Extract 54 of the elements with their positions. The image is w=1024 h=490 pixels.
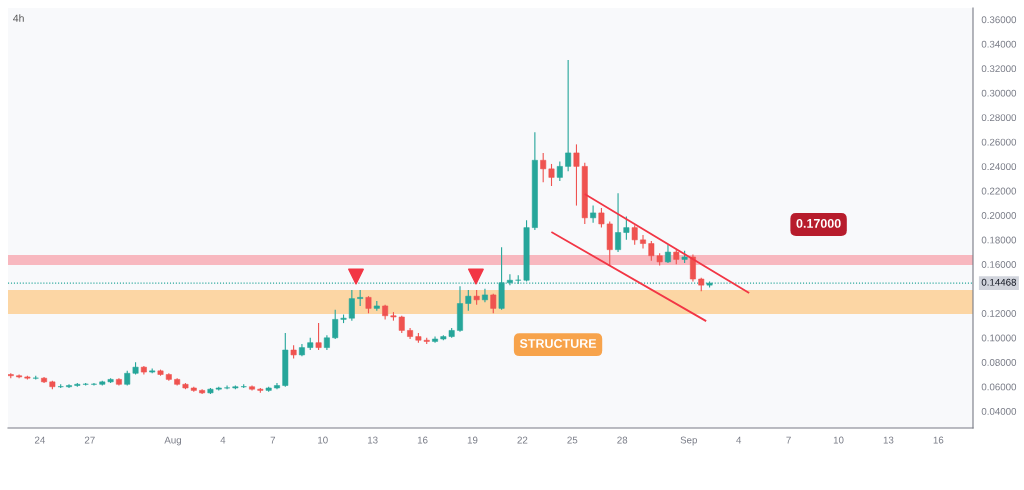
band-label: 0.17000 [796,218,841,228]
y-tick-label: 0.04000 [981,407,1017,415]
candlestick [482,288,488,303]
candlestick [315,322,322,351]
y-tick-label: 0.06000 [981,383,1017,391]
x-tick-label: 24 [34,436,46,444]
candlestick [548,163,555,187]
x-tick-label: 13 [883,436,894,444]
y-tick-label: 0.34000 [981,40,1017,48]
candlestick [623,216,630,241]
x-tick-label: 22 [517,436,528,444]
candlestick [66,383,72,389]
y-tick-label: 0.28000 [981,114,1017,122]
candlestick [640,234,646,249]
y-tick-label: 0.16000 [981,261,1017,268]
x-tick-label: 7 [786,436,791,444]
chart-title: 4h [13,14,24,22]
candlestick [590,205,597,224]
x-tick-label: 19 [467,436,478,444]
candlestick [91,382,97,387]
x-tick-label: 13 [367,436,378,444]
candlestick [540,152,547,183]
candlestick [631,224,638,246]
y-tick-label: 0.08000 [981,359,1017,366]
y-tick-label: 0.18000 [981,236,1017,244]
y-tick-label: 0.30000 [981,89,1017,97]
y-tick-label: 0.20000 [981,212,1017,219]
y-tick-label: 0.36000 [981,16,1017,24]
candlestick [465,289,472,312]
y-tick-label: 0.12000 [981,310,1017,317]
y-tick-label: 0.10000 [981,334,1017,342]
y-tick-label: 0.24000 [981,163,1017,171]
candlestick [565,59,572,172]
candlestick [689,253,696,283]
x-tick-label: 7 [270,436,276,444]
y-tick-label: 0.32000 [981,65,1017,73]
x-tick-label: Aug [164,436,182,446]
x-tick-label: 25 [567,436,578,444]
x-tick-label: Sep [680,436,698,446]
x-tick-label: 10 [833,436,844,444]
candlestick [615,192,621,253]
y-tick-label: 0.26000 [981,138,1017,146]
x-tick-label: 28 [617,436,628,444]
candlestick [348,289,355,322]
x-tick-label: 27 [84,436,95,444]
x-tick-label: 16 [933,436,944,444]
candlestick [556,160,563,182]
x-tick-label: 10 [318,436,328,444]
x-tick-label: 4 [220,436,226,444]
x-tick-label: 16 [417,436,428,444]
x-tick-label: 4 [736,436,742,444]
ref-line-label: 0.14468 [981,278,1017,286]
y-tick-label: 0.22000 [981,187,1017,195]
band-label: STRUCTURE [519,339,597,348]
